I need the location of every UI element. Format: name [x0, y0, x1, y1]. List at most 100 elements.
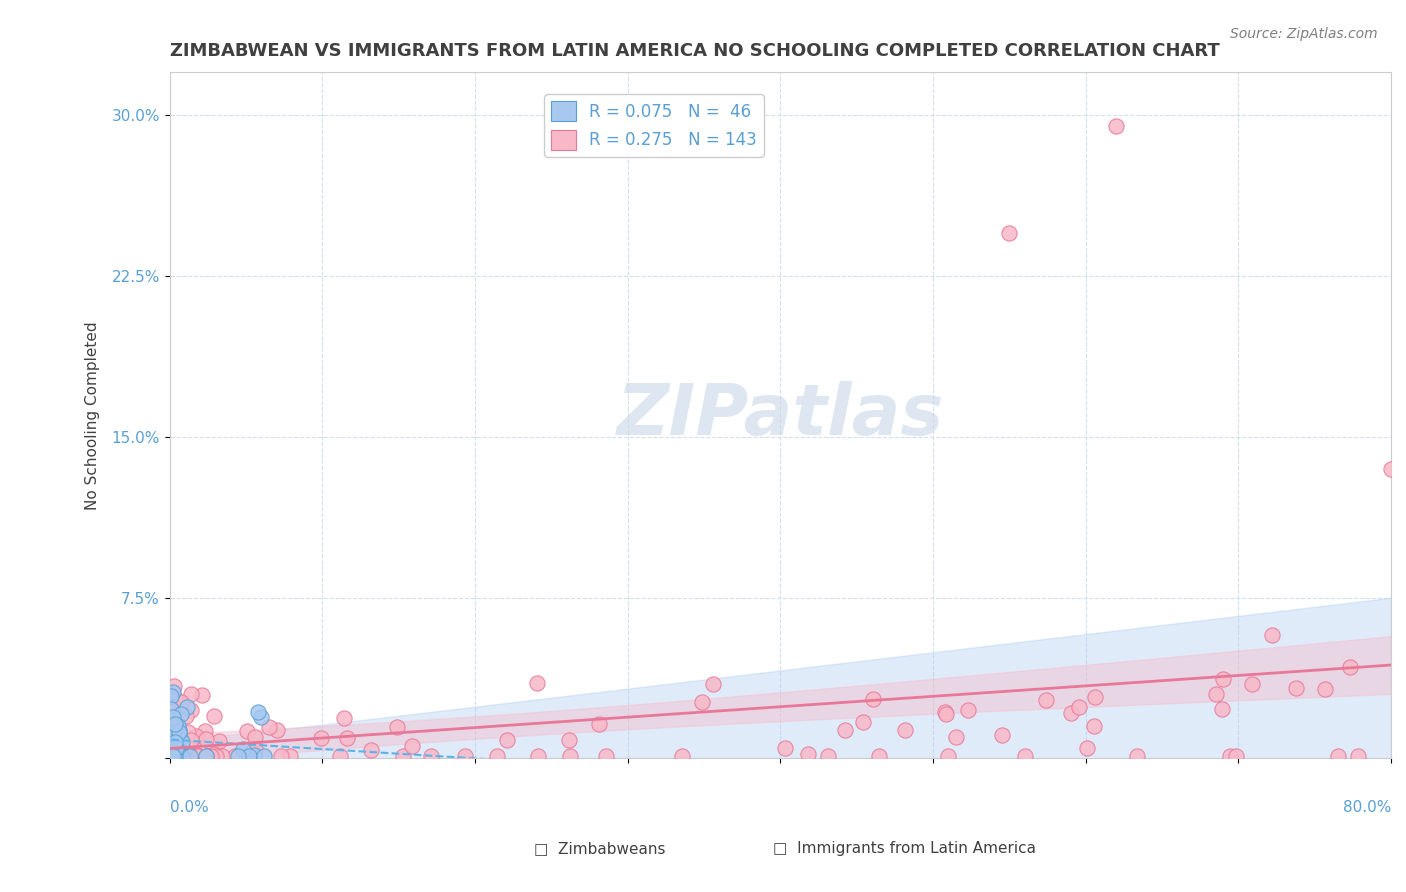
- Point: [527, 749, 550, 764]
- Point: [558, 733, 581, 747]
- Point: [169, 696, 191, 710]
- Point: [202, 709, 225, 723]
- Point: [169, 731, 191, 746]
- Point: [167, 725, 190, 739]
- Point: [167, 723, 190, 738]
- Point: [186, 749, 208, 764]
- Point: [333, 711, 356, 725]
- Point: [163, 734, 186, 748]
- Point: [160, 702, 183, 716]
- Point: [187, 749, 209, 764]
- Point: [162, 749, 184, 764]
- Point: [1211, 702, 1233, 716]
- Point: [176, 700, 198, 714]
- Point: [588, 717, 610, 731]
- Point: [180, 703, 202, 717]
- Point: [253, 749, 276, 764]
- Point: [163, 691, 186, 706]
- Point: [160, 749, 183, 764]
- Point: [1219, 749, 1241, 764]
- Point: [197, 749, 219, 764]
- Point: [160, 698, 183, 712]
- Point: [162, 749, 184, 764]
- Point: [162, 749, 184, 764]
- Point: [181, 749, 204, 764]
- Point: [170, 695, 193, 709]
- Point: [243, 730, 266, 744]
- Point: [163, 749, 186, 764]
- Point: [894, 723, 917, 738]
- Point: [243, 742, 266, 756]
- Point: [200, 749, 222, 764]
- Point: [834, 723, 856, 737]
- Point: [173, 746, 195, 760]
- Point: [188, 749, 211, 764]
- Point: [169, 749, 191, 764]
- Text: ZIMBABWEAN VS IMMIGRANTS FROM LATIN AMERICA NO SCHOOLING COMPLETED CORRELATION C: ZIMBABWEAN VS IMMIGRANTS FROM LATIN AMER…: [170, 42, 1219, 60]
- Point: [166, 746, 188, 760]
- Point: [174, 708, 197, 723]
- Point: [170, 730, 193, 744]
- Point: [998, 226, 1021, 240]
- Point: [163, 749, 186, 764]
- Point: [238, 749, 260, 764]
- Point: [202, 747, 225, 761]
- Point: [160, 749, 183, 764]
- Point: [1035, 693, 1057, 707]
- Point: [195, 731, 218, 746]
- Point: [401, 739, 423, 753]
- Point: [160, 729, 183, 743]
- Point: [165, 724, 187, 739]
- Point: [170, 749, 193, 764]
- Point: [852, 715, 875, 730]
- Point: [170, 735, 193, 749]
- Point: [167, 749, 190, 764]
- Point: [1379, 462, 1402, 476]
- Y-axis label: No Schooling Completed: No Schooling Completed: [86, 321, 100, 509]
- Point: [862, 692, 884, 706]
- Point: [817, 749, 839, 764]
- Point: [170, 749, 193, 764]
- Point: [1084, 690, 1107, 704]
- Point: [945, 730, 967, 744]
- Point: [173, 749, 195, 764]
- Point: [1212, 672, 1234, 686]
- Text: 0.0%: 0.0%: [170, 799, 208, 814]
- Point: [1285, 681, 1308, 695]
- Point: [329, 749, 352, 764]
- Point: [160, 749, 183, 764]
- Point: [208, 734, 231, 748]
- Point: [1241, 677, 1264, 691]
- Point: [177, 749, 200, 764]
- Point: [336, 731, 359, 745]
- Text: 80.0%: 80.0%: [1343, 799, 1391, 814]
- Point: [162, 726, 184, 740]
- Point: [702, 676, 724, 690]
- Point: [163, 704, 186, 718]
- Point: [163, 739, 186, 753]
- Point: [162, 740, 184, 755]
- Point: [191, 688, 214, 702]
- Point: [160, 749, 183, 764]
- Point: [595, 749, 617, 764]
- Point: [1105, 119, 1128, 133]
- Point: [176, 749, 198, 764]
- Text: Source: ZipAtlas.com: Source: ZipAtlas.com: [1230, 27, 1378, 41]
- Point: [454, 749, 477, 764]
- Point: [1205, 687, 1227, 701]
- Point: [935, 706, 957, 721]
- Point: [166, 719, 188, 733]
- Point: [1083, 719, 1105, 733]
- Point: [868, 749, 890, 764]
- Point: [172, 749, 194, 764]
- Point: [160, 749, 183, 764]
- Point: [1014, 749, 1036, 764]
- Point: [188, 749, 211, 764]
- Point: [228, 749, 250, 764]
- Point: [162, 749, 184, 764]
- Point: [184, 729, 207, 743]
- Point: [934, 705, 956, 719]
- Point: [163, 747, 186, 761]
- Point: [990, 728, 1012, 742]
- Point: [160, 749, 183, 764]
